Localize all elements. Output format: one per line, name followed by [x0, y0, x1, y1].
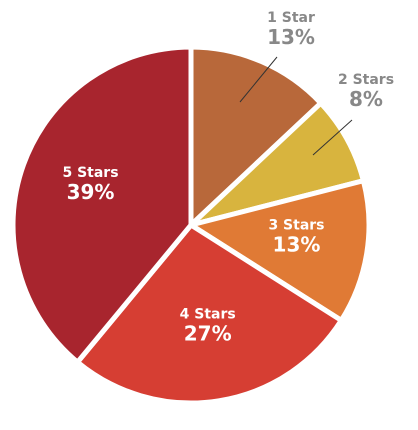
slice-percent-label: 13% [267, 25, 315, 49]
slice-percent-label: 8% [349, 87, 383, 111]
leader-lines [239, 56, 353, 156]
slice-name-label: 5 Stars [62, 165, 118, 181]
leader-line-1-star [239, 56, 278, 103]
slice-name-label: 1 Star [267, 10, 315, 26]
pie-slice-1-star [188, 44, 325, 231]
pie-slices [10, 44, 372, 406]
slice-percent-label: 39% [67, 180, 115, 204]
slice-name-label: 4 Stars [180, 306, 236, 322]
slice-percent-label: 27% [184, 321, 232, 345]
slice-name-label: 3 Stars [268, 218, 324, 234]
leader-line-2-stars [312, 119, 353, 156]
pie-slice-5-stars [10, 44, 194, 366]
slice-name-label: 2 Stars [338, 72, 394, 88]
pie-slice-4-stars [74, 221, 345, 406]
slice-percent-label: 13% [273, 233, 321, 257]
pie-slice-3-stars [184, 177, 372, 324]
